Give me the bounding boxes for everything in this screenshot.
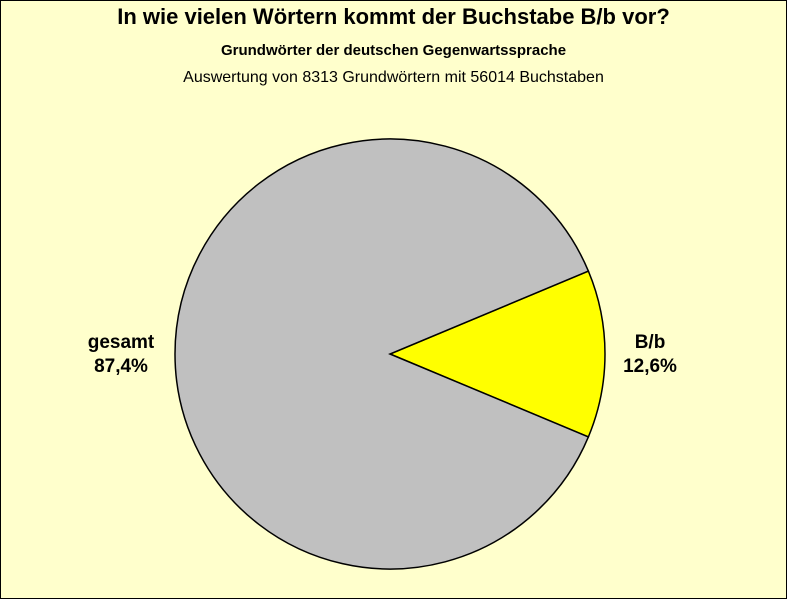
slice-label-b: B/b 12,6% <box>600 331 700 379</box>
chart-title: In wie vielen Wörtern kommt der Buchstab… <box>117 4 670 29</box>
chart-subtitle: Grundwörter der deutschen Gegenwartsspra… <box>220 42 567 59</box>
slice-label-gesamt-value: 87,4% <box>94 356 148 377</box>
slice-label-gesamt-name: gesamt <box>87 332 155 353</box>
pie-slice-b <box>388 270 606 438</box>
pie-slice-gesamt <box>174 138 590 570</box>
slice-label-b-name: B/b <box>634 332 666 353</box>
slice-label-b-value: 12,6% <box>623 356 677 377</box>
chart-subtitle-2: Auswertung von 8313 Grundwörtern mit 560… <box>183 69 604 86</box>
slice-label-gesamt: gesamt 87,4% <box>66 331 176 379</box>
